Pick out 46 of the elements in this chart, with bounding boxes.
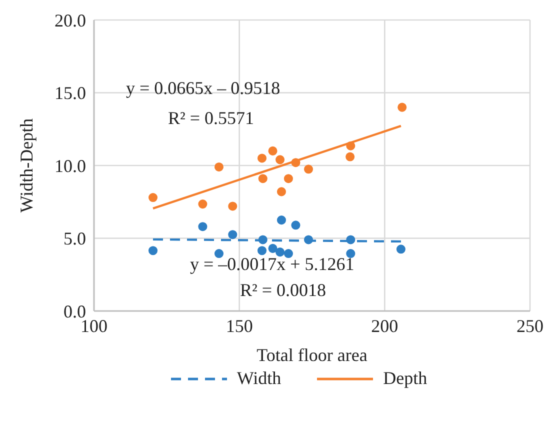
point xyxy=(257,154,267,163)
x-axis-title: Total floor area xyxy=(256,345,368,365)
point xyxy=(284,174,293,184)
point xyxy=(346,249,356,258)
point xyxy=(346,152,355,162)
point xyxy=(284,249,293,258)
point xyxy=(198,200,208,209)
point xyxy=(214,162,224,172)
annotation: y = –0.0017x + 5.1261 xyxy=(190,254,354,274)
y-tick-label: 20.0 xyxy=(54,10,86,30)
point xyxy=(148,193,158,202)
point xyxy=(304,235,314,244)
x-tick-label: 250 xyxy=(516,316,544,336)
x-tick-label: 200 xyxy=(371,316,398,336)
point xyxy=(228,230,238,240)
point xyxy=(214,249,224,258)
point xyxy=(268,146,278,156)
legend-label: Depth xyxy=(383,368,428,389)
point xyxy=(346,235,356,244)
x-tick-label: 150 xyxy=(226,316,253,336)
point xyxy=(396,244,406,254)
point xyxy=(268,244,278,253)
annotation: R² = 0.5571 xyxy=(168,108,254,128)
point xyxy=(228,202,238,211)
y-axis-title: Width-Depth xyxy=(16,118,36,213)
point xyxy=(198,222,208,232)
point xyxy=(304,164,314,174)
y-tick-label: 0.0 xyxy=(64,301,86,322)
y-tick-label: 5.0 xyxy=(64,228,86,249)
point xyxy=(398,102,407,112)
point xyxy=(276,155,285,164)
annotation: y = 0.0665x – 0.9518 xyxy=(126,78,280,98)
point xyxy=(258,174,268,184)
point xyxy=(291,220,300,230)
point xyxy=(276,248,285,257)
point xyxy=(291,158,300,168)
annotation: R² = 0.0018 xyxy=(240,280,326,300)
point xyxy=(258,235,268,244)
legend-label: Width xyxy=(236,368,282,389)
y-tick-label: 15.0 xyxy=(54,83,86,104)
point xyxy=(257,246,267,256)
y-tick-label: 10.0 xyxy=(54,156,86,176)
point xyxy=(148,246,158,256)
point xyxy=(276,187,286,196)
point xyxy=(276,216,286,225)
point xyxy=(346,141,356,150)
